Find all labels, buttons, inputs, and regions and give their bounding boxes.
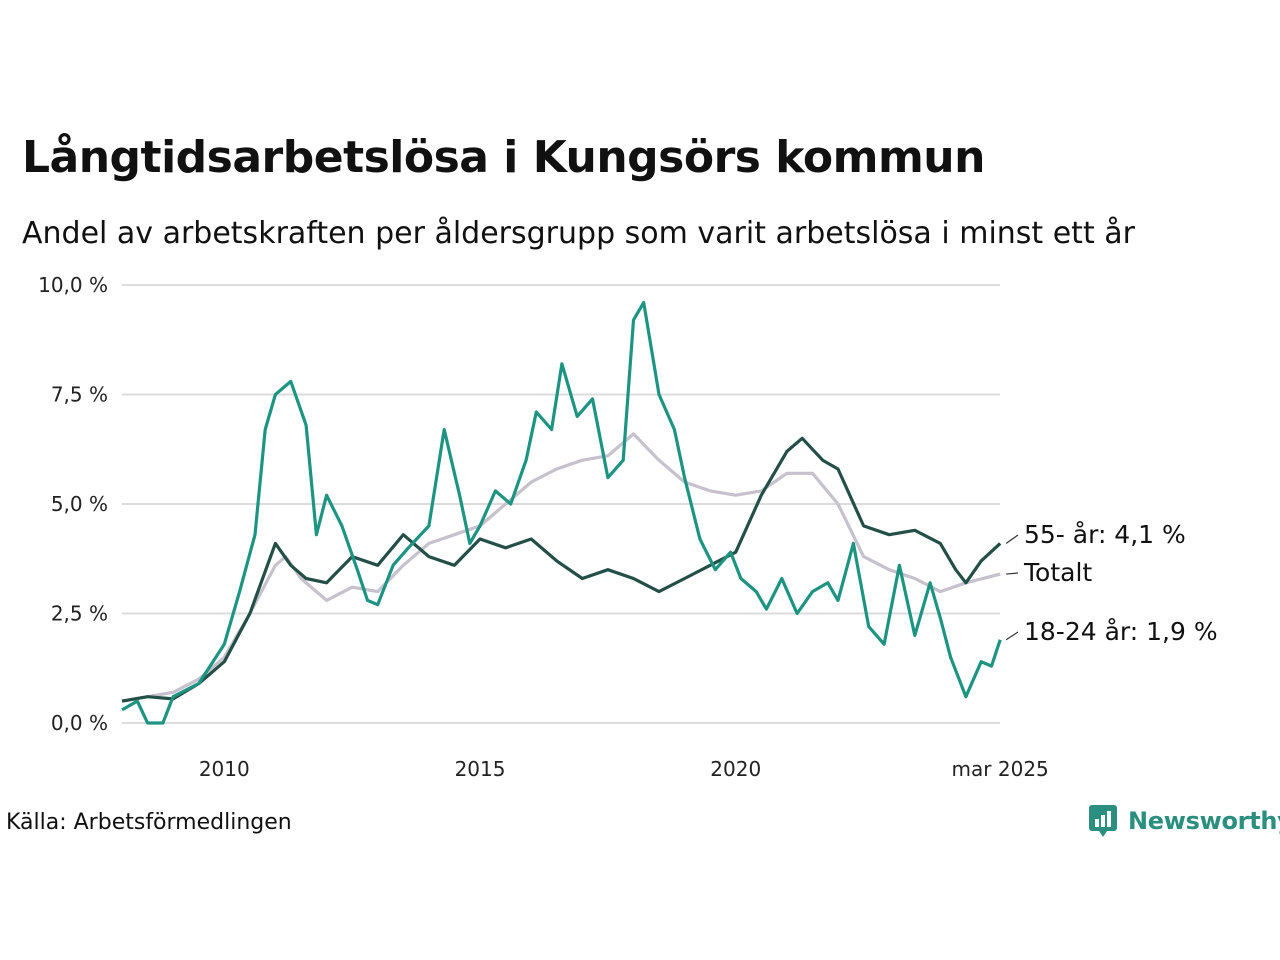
label-leader [1005, 534, 1019, 544]
series-line [121, 300, 1002, 725]
chart-title: Långtidsarbetslösa i Kungsörs kommun [22, 132, 985, 183]
label-leader [1006, 572, 1019, 575]
series-line [121, 432, 1001, 703]
brand-name: Newsworthy [1128, 807, 1280, 835]
y-tick-label: 5,0 % [51, 492, 108, 516]
series-end-label: 18-24 år: 1,9 % [1024, 617, 1218, 646]
y-tick-label: 10,0 % [38, 273, 108, 297]
series-end-label: 55- år: 4,1 % [1024, 520, 1186, 549]
source-note: Källa: Arbetsförmedlingen [6, 810, 292, 835]
end-labels: Totalt 55- år: 4,1 % 18-24 år: 1,9 % [1005, 520, 1218, 646]
series-lines [121, 300, 1002, 725]
y-axis: 0,0 % 2,5 % 5,0 % 7,5 % 10,0 % [38, 273, 108, 735]
label-leader [1005, 631, 1019, 641]
y-tick-label: 7,5 % [51, 383, 108, 407]
chart-subtitle: Andel av arbetskraften per åldersgrupp s… [22, 216, 1135, 251]
newsworthy-logo-icon [1089, 805, 1117, 837]
series-end-label: Totalt [1023, 558, 1092, 587]
x-tick-label: 2010 [199, 757, 250, 781]
y-tick-label: 2,5 % [51, 602, 108, 626]
x-tick-label: 2015 [455, 757, 506, 781]
series-line [121, 436, 1002, 703]
brand[interactable]: Newsworthy [1088, 804, 1280, 838]
x-tick-label: mar 2025 [952, 757, 1049, 781]
x-tick-label: 2020 [710, 757, 761, 781]
x-axis: 2010 2015 2020 mar 2025 [199, 757, 1049, 781]
grid [122, 284, 1000, 724]
y-tick-label: 0,0 % [51, 711, 108, 735]
